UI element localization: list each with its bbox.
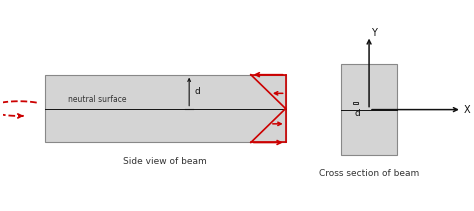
Bar <box>341 64 397 155</box>
Text: X: X <box>464 105 471 115</box>
Text: d: d <box>195 87 201 96</box>
Text: neutral surface: neutral surface <box>68 95 126 104</box>
Text: Cross section of beam: Cross section of beam <box>319 169 419 178</box>
Text: Y: Y <box>372 28 377 38</box>
Text: Side view of beam: Side view of beam <box>123 157 207 166</box>
Bar <box>354 102 358 104</box>
Bar <box>45 75 286 142</box>
Text: d: d <box>355 109 360 118</box>
